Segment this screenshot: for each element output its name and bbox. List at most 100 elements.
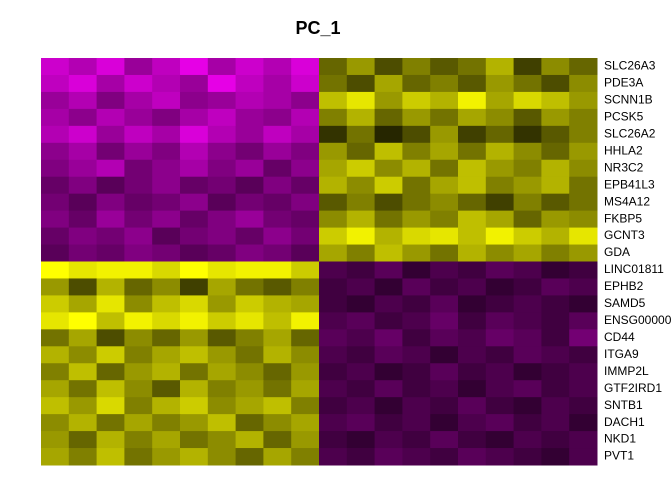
heatmap-cell — [41, 295, 70, 313]
heatmap-cell — [513, 448, 542, 466]
heatmap-cell — [68, 125, 98, 144]
heatmap-cell — [458, 108, 487, 127]
heatmap-cell — [319, 380, 348, 398]
heatmap-cell — [430, 58, 459, 76]
heatmap-cell — [235, 210, 264, 229]
heatmap-cell — [513, 227, 542, 246]
heatmap-cell — [96, 346, 125, 364]
heatmap-cell — [569, 176, 598, 195]
heatmap-cell — [319, 448, 348, 466]
heatmap-cell — [124, 58, 153, 76]
heatmap-cell — [263, 397, 292, 415]
heatmap-cell — [96, 91, 125, 110]
heatmap-cell — [41, 261, 70, 279]
heatmap-cell — [319, 278, 348, 296]
heatmap-cell — [291, 159, 320, 178]
heatmap-cell — [235, 142, 264, 161]
heatmap-cell — [402, 142, 431, 161]
heatmap-cell — [541, 346, 570, 364]
heatmap-cell — [41, 159, 70, 178]
heatmap-cell — [124, 159, 153, 178]
heatmap-cell — [235, 261, 264, 279]
heatmap-cell — [458, 176, 487, 195]
heatmap-cell — [513, 431, 542, 449]
heatmap-cell — [458, 380, 487, 398]
heatmap-cell — [485, 176, 515, 195]
heatmap-cell — [263, 244, 292, 262]
heatmap-cell — [291, 363, 320, 381]
heatmap-cell — [485, 210, 515, 229]
heatmap-cell — [152, 108, 181, 127]
heatmap-cell — [41, 329, 70, 347]
heatmap-cell — [235, 74, 264, 93]
heatmap-cell — [346, 227, 376, 246]
heatmap-cell — [541, 295, 570, 313]
heatmap-cell — [402, 210, 431, 229]
heatmap-cell — [291, 227, 320, 246]
heatmap-cell — [68, 58, 98, 76]
heatmap-cell — [124, 227, 153, 246]
heatmap-cell — [513, 74, 542, 93]
heatmap-cell — [458, 278, 487, 296]
heatmap-cell — [68, 312, 98, 330]
row-label: GDA — [604, 245, 630, 259]
heatmap-cell — [263, 210, 292, 229]
row-label: SLC26A2 — [604, 126, 656, 140]
heatmap-cell — [291, 108, 320, 127]
heatmap-cell — [319, 244, 348, 262]
row-label: ITGA9 — [604, 347, 639, 361]
row-label: DACH1 — [604, 415, 645, 429]
heatmap-cell — [541, 244, 570, 262]
heatmap-cell — [180, 159, 209, 178]
heatmap-cell — [569, 363, 598, 381]
heatmap-cell — [41, 176, 70, 195]
heatmap-cell — [235, 414, 264, 432]
heatmap-cell — [569, 295, 598, 313]
heatmap-cell — [152, 244, 181, 262]
heatmap-cell — [291, 431, 320, 449]
heatmap-cell — [124, 278, 153, 296]
heatmap-cell — [41, 210, 70, 229]
heatmap-cell — [96, 193, 125, 212]
heatmap-cell — [485, 261, 515, 279]
heatmap-cell — [319, 58, 348, 76]
heatmap-cell — [319, 312, 348, 330]
heatmap-cell — [235, 431, 264, 449]
heatmap-cell — [430, 159, 459, 178]
heatmap-cell — [263, 261, 292, 279]
row-label: SAMD5 — [604, 296, 646, 310]
heatmap-cell — [319, 261, 348, 279]
heatmap-cell — [513, 363, 542, 381]
heatmap-cell — [458, 193, 487, 212]
heatmap-cell — [485, 227, 515, 246]
heatmap-cell — [569, 193, 598, 212]
heatmap-cell — [291, 414, 320, 432]
heatmap-cell — [207, 431, 237, 449]
heatmap-cell — [513, 210, 542, 229]
heatmap-cell — [291, 346, 320, 364]
heatmap-cell — [319, 295, 348, 313]
heatmap-cell — [124, 329, 153, 347]
heatmap-cell — [569, 227, 598, 246]
heatmap-cell — [263, 159, 292, 178]
heatmap-cell — [68, 74, 98, 93]
heatmap-cell — [485, 414, 515, 432]
heatmap-cell — [513, 312, 542, 330]
heatmap-cell — [235, 91, 264, 110]
heatmap-cell — [402, 278, 431, 296]
heatmap-cell — [430, 176, 459, 195]
heatmap-cell — [41, 142, 70, 161]
heatmap-cell — [402, 397, 431, 415]
heatmap-cell — [485, 244, 515, 262]
heatmap-cell — [541, 397, 570, 415]
heatmap-cell — [124, 142, 153, 161]
heatmap-cell — [430, 312, 459, 330]
heatmap-cell — [346, 346, 376, 364]
heatmap-cell — [263, 125, 292, 144]
heatmap-cell — [207, 397, 237, 415]
heatmap-cell — [124, 108, 153, 127]
heatmap-cell — [541, 278, 570, 296]
heatmap-cell — [458, 91, 487, 110]
heatmap-cell — [96, 380, 125, 398]
heatmap-cell — [41, 346, 70, 364]
